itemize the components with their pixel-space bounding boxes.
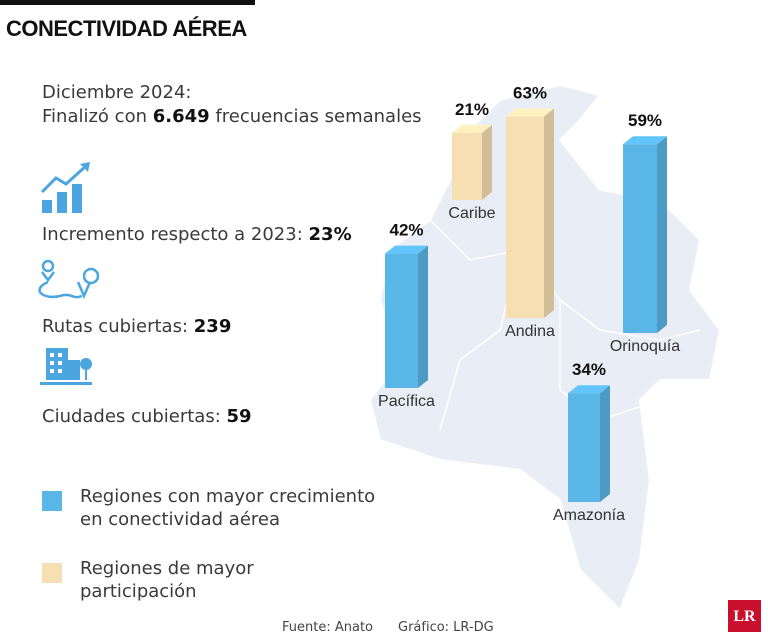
summary-text: Finalizó con — [42, 106, 147, 127]
source: Fuente: Anato — [282, 620, 373, 635]
summary: Finalizó con 6.649 frecuencias semanales — [42, 106, 422, 127]
logo: LR — [733, 608, 756, 625]
growth-icon — [40, 162, 90, 213]
bar-side — [418, 245, 428, 388]
period: Diciembre 2024: — [42, 82, 192, 103]
category-label: Andina — [505, 323, 555, 340]
stat: Ciudades cubiertas: 59 — [42, 406, 252, 427]
bar — [568, 393, 600, 502]
city-icon — [40, 348, 92, 385]
title: CONECTIVIDAD AÉREA — [6, 16, 247, 41]
bar-side — [544, 108, 554, 319]
bar-top — [452, 124, 492, 133]
stat-label: Rutas cubiertas: — [42, 316, 189, 337]
category-label: Caribe — [448, 205, 495, 222]
category-label: Pacífica — [378, 393, 435, 410]
bar-side — [482, 124, 492, 200]
value-label: 59% — [628, 111, 662, 130]
bar-top — [385, 245, 428, 254]
bar — [385, 253, 418, 388]
stat-value: 23% — [308, 224, 352, 245]
bar-top — [568, 385, 610, 394]
stat-label: Ciudades cubiertas: — [42, 406, 221, 427]
bar — [506, 116, 544, 319]
category-label: Orinoquía — [610, 338, 680, 355]
value-label: 42% — [389, 221, 423, 240]
summary-highlight: 6.649 — [152, 106, 210, 127]
logo-box — [728, 600, 761, 632]
stat-label: Incremento respecto a 2023: — [42, 224, 303, 245]
stat-value: 239 — [193, 316, 232, 337]
legend-label: participación — [80, 581, 197, 602]
legend-swatch — [42, 563, 62, 583]
bar-top — [623, 136, 667, 145]
legend-label: Regiones de mayor — [80, 558, 254, 579]
category-label: Amazonía — [553, 507, 625, 524]
bar — [623, 144, 657, 333]
value-label: 21% — [455, 100, 489, 119]
legend-swatch — [42, 491, 62, 511]
legend-label: en conectividad aérea — [80, 509, 281, 530]
legend-label: Regiones con mayor crecimiento — [80, 486, 376, 507]
route-icon — [38, 259, 100, 300]
stat-value: 59 — [226, 406, 252, 427]
stat: Rutas cubiertas: 239 — [42, 316, 231, 337]
bar-side — [657, 136, 667, 333]
value-label: 63% — [513, 83, 547, 102]
summary-text: frecuencias semanales — [215, 106, 422, 127]
bar-top — [506, 108, 554, 117]
stat: Incremento respecto a 2023: 23% — [42, 224, 352, 245]
top-rule — [0, 0, 255, 5]
credit: Gráfico: LR-DG — [398, 620, 494, 635]
value-label: 34% — [572, 360, 606, 379]
bar-side — [600, 385, 610, 502]
bar — [452, 132, 482, 200]
